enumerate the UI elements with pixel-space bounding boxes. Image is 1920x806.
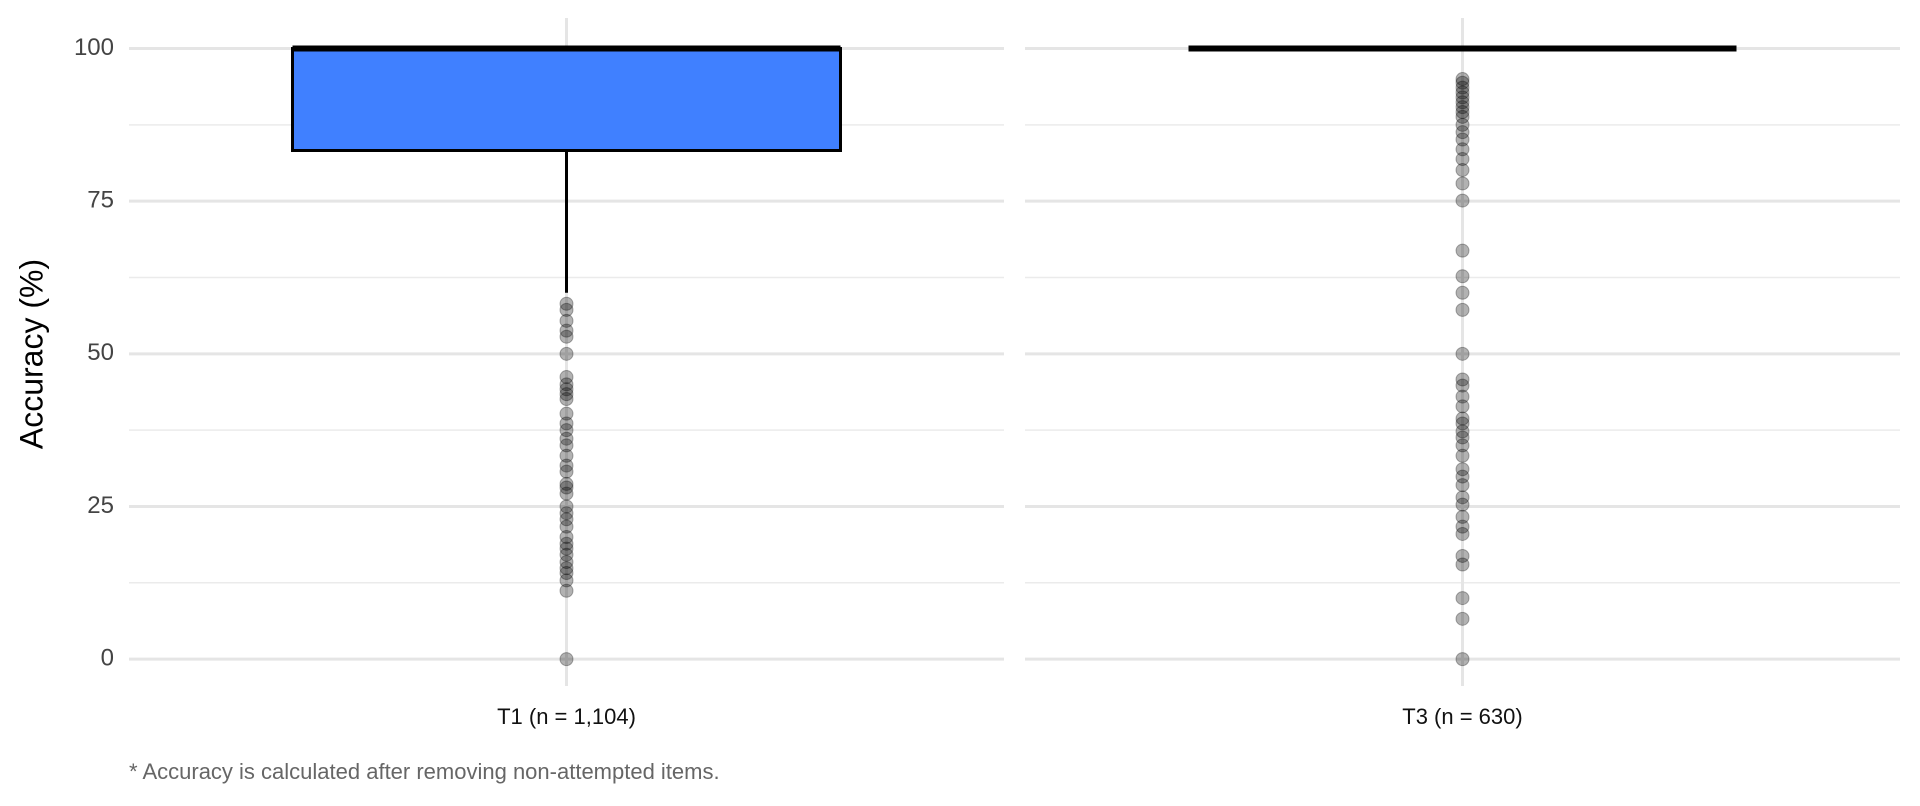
outlier-point [1455, 478, 1470, 493]
outlier-point [559, 566, 574, 581]
outlier-point [559, 387, 574, 402]
box [291, 47, 842, 153]
outlier-point [559, 536, 574, 551]
outlier-point [559, 464, 574, 479]
footnote: * Accuracy is calculated after removing … [129, 759, 720, 784]
outlier-point [1455, 163, 1470, 178]
y-tick-label: 25 [87, 492, 114, 519]
outlier-point [559, 486, 574, 501]
outlier-point [1455, 90, 1470, 105]
outlier-point [1455, 285, 1470, 300]
outlier-point [1455, 152, 1470, 167]
outlier-point [559, 392, 574, 407]
outlier-point [559, 416, 574, 431]
outlier-point [559, 377, 574, 392]
outlier-point [559, 476, 574, 491]
outlier-point [559, 431, 574, 446]
y-tick-label: 75 [87, 187, 114, 214]
outlier-point [1455, 557, 1470, 572]
outlier-point [1455, 424, 1470, 439]
outlier-point [1455, 469, 1470, 484]
outlier-point [1455, 346, 1470, 361]
outlier-point [559, 519, 574, 534]
y-tick-label: 50 [87, 339, 114, 366]
outlier-point [559, 555, 574, 570]
outlier-point [559, 296, 574, 311]
x-tick-label: T3 (n = 630) [1402, 704, 1522, 729]
outlier-point [1455, 125, 1470, 140]
outlier-point [1455, 142, 1470, 157]
outlier-point [559, 512, 574, 527]
outlier-point [559, 448, 574, 463]
y-tick-label: 0 [101, 644, 114, 671]
outlier-point [1455, 302, 1470, 317]
outlier-point [559, 530, 574, 545]
outlier-point [1455, 462, 1470, 477]
outlier-point [559, 438, 574, 453]
outlier-point [1455, 72, 1470, 87]
outlier-point [1455, 509, 1470, 524]
outlier-point [1455, 448, 1470, 463]
outlier-point [559, 506, 574, 521]
y-axis-title: Accuracy (%) [13, 259, 49, 449]
outlier-point [1455, 416, 1470, 431]
outlier-point [559, 382, 574, 397]
outlier-point [1455, 378, 1470, 393]
outlier-point [1455, 269, 1470, 284]
outlier-point [559, 499, 574, 514]
outlier-point [559, 370, 574, 385]
outlier-point [1455, 399, 1470, 414]
outlier-point [559, 423, 574, 438]
outlier-point [1455, 95, 1470, 110]
outlier-point [1455, 490, 1470, 505]
outlier-point [1455, 591, 1470, 606]
outlier-point [1455, 193, 1470, 208]
outlier-point [559, 547, 574, 562]
outlier-point [1455, 109, 1470, 124]
outlier-point [1455, 176, 1470, 191]
outlier-point [1455, 85, 1470, 100]
outlier-point [1455, 117, 1470, 132]
outlier-point [1455, 611, 1470, 626]
outlier-point [1455, 100, 1470, 115]
y-tick-label: 100 [74, 34, 114, 61]
outlier-point [1455, 411, 1470, 426]
outlier-point [559, 302, 574, 317]
outlier-point [1455, 132, 1470, 147]
outlier-point [559, 329, 574, 344]
outlier-point [1455, 548, 1470, 563]
outlier-point [559, 541, 574, 556]
outlier-point [1455, 652, 1470, 667]
outlier-point [559, 458, 574, 473]
outlier-point [559, 313, 574, 328]
outlier-point [559, 573, 574, 588]
outlier-point [1455, 105, 1470, 120]
outlier-point [1455, 372, 1470, 387]
outlier-point [1455, 526, 1470, 541]
outlier-point [559, 323, 574, 338]
outlier-point [1455, 243, 1470, 258]
outlier-point [559, 406, 574, 421]
outlier-point [1455, 80, 1470, 95]
outlier-point [559, 561, 574, 576]
x-tick-label: T1 (n = 1,104) [497, 704, 636, 729]
outlier-point [559, 583, 574, 598]
outlier-point [1455, 75, 1470, 90]
outlier-point [559, 480, 574, 495]
outlier-point [1455, 389, 1470, 404]
outlier-point [559, 346, 574, 361]
outlier-point [1455, 430, 1470, 445]
outlier-point [1455, 438, 1470, 453]
outlier-point [1455, 519, 1470, 534]
outlier-point [559, 652, 574, 667]
outlier-point [1455, 497, 1470, 512]
